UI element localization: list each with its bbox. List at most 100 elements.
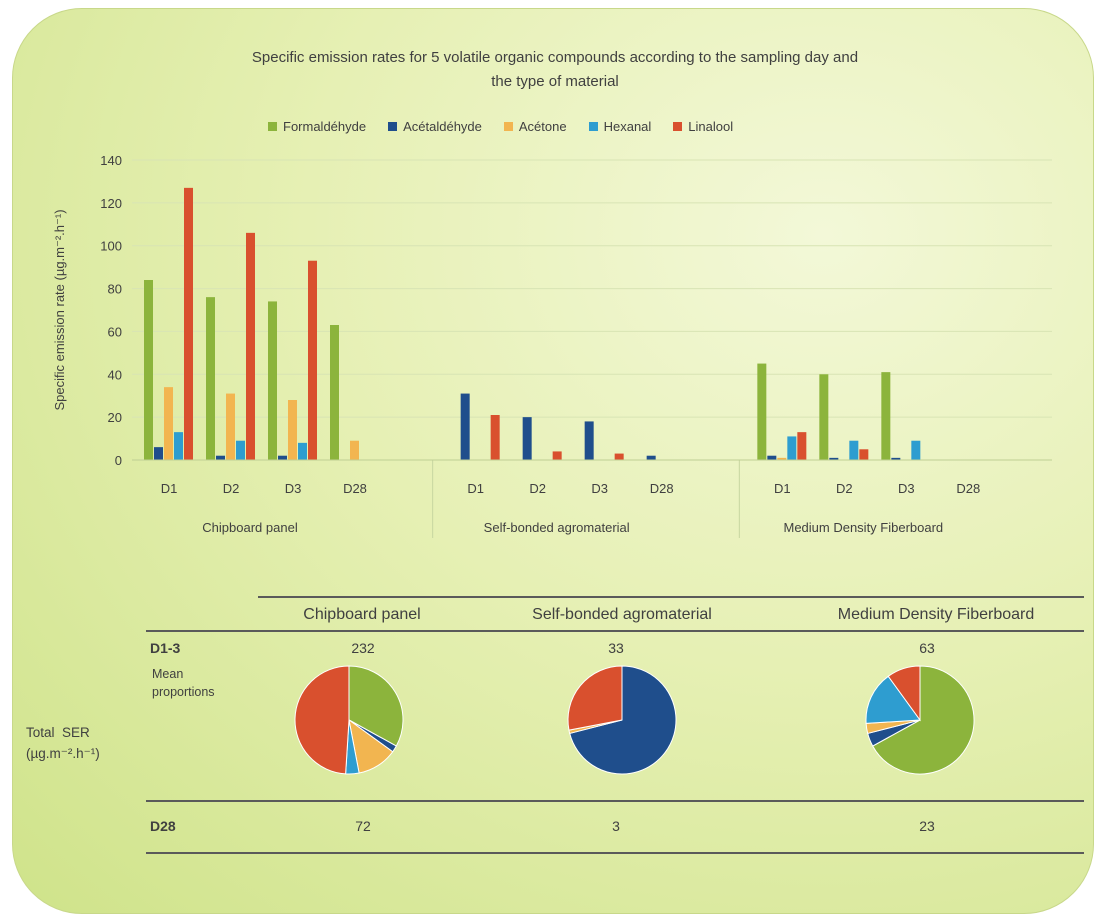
bar (614, 453, 624, 460)
bar (891, 457, 901, 460)
bar (288, 400, 297, 460)
chart-title-line-2: the type of material (491, 73, 619, 90)
bar (460, 393, 470, 460)
chart-title: Specific emission rates for 5 volatile o… (120, 46, 990, 94)
bar-chart: 0 20 40 60 80 100 120 140 Specific emission rate… (52, 153, 1052, 538)
x-tick-label: D2 (529, 481, 546, 496)
bar (552, 451, 562, 460)
y-tick-label: 120 (100, 196, 122, 211)
column-header-mdf: Medium Density Fiberboard (837, 606, 1035, 623)
legend: Formaldéhyde Acétaldéhyde Acétone Hexana… (268, 116, 733, 136)
x-tick-label: D1 (161, 481, 178, 496)
mean-label-line-1: Mean (152, 667, 184, 681)
y-tick-label: 20 (108, 410, 122, 425)
y-tick-label: 100 (100, 239, 122, 254)
row-label-d1-3: D1-3 (150, 640, 181, 656)
y-axis-label: Specific emission rate (µg.m⁻².h⁻¹) (52, 209, 67, 410)
bar (767, 455, 777, 460)
y-tick-label: 140 (100, 153, 122, 168)
pie-slice (567, 665, 623, 731)
legend-label: Hexanal (603, 118, 652, 134)
bar (797, 432, 807, 460)
x-tick-label: D28 (956, 481, 980, 496)
x-tick-label: D2 (223, 481, 240, 496)
bar (881, 372, 891, 460)
pie-slice (569, 665, 677, 775)
bar (859, 449, 869, 460)
bar (829, 457, 839, 460)
total-d1-3-self-bonded: 33 (608, 640, 624, 656)
table-bottom-rule (146, 852, 1084, 854)
bar (154, 447, 163, 460)
mean-label-line-2: proportions (152, 685, 215, 699)
legend-item-acetone: Acétone (503, 116, 567, 136)
legend-label: Acétone (518, 118, 567, 134)
bar (278, 455, 287, 460)
y-tick-label: 0 (115, 453, 122, 468)
group-label: Self-bonded agromaterial (484, 520, 630, 535)
legend-label: Formaldéhyde (283, 118, 367, 134)
bar (308, 260, 317, 460)
bar (174, 432, 183, 460)
mean-proportions-label: Mean proportions (152, 665, 215, 701)
bar (246, 232, 255, 460)
pie-slice (871, 665, 975, 775)
column-header-chipboard: Chipboard panel (303, 606, 421, 623)
legend-swatch (503, 121, 513, 131)
column-header-self-bonded: Self-bonded agromaterial (532, 606, 712, 623)
bar (236, 440, 245, 460)
legend-item-hexanal: Hexanal (588, 116, 652, 136)
y-tick-label: 60 (108, 324, 122, 339)
bar (350, 440, 359, 460)
total-d1-3-mdf: 63 (919, 640, 935, 656)
bar (330, 325, 339, 460)
bar (584, 421, 594, 460)
x-tick-label: D2 (836, 481, 853, 496)
x-tick-label: D1 (774, 481, 791, 496)
row-label-d28: D28 (150, 818, 176, 834)
legend-swatch (673, 121, 683, 131)
total-label-line-2: (µg.m⁻².h⁻¹) (26, 746, 100, 761)
bar (298, 442, 307, 460)
x-tick-label: D1 (467, 481, 484, 496)
bar (144, 280, 153, 460)
bar (184, 187, 193, 460)
pie-slice (865, 675, 921, 724)
group-label: Medium Density Fiberboard (783, 520, 943, 535)
bar (911, 440, 921, 460)
total-d28-chipboard: 72 (355, 818, 371, 834)
bar (646, 455, 656, 460)
y-tick-label: 40 (108, 367, 122, 382)
bar (522, 417, 532, 460)
legend-swatch (388, 121, 398, 131)
pie-slice (348, 665, 404, 747)
bar (216, 455, 225, 460)
bar (757, 363, 767, 460)
legend-item-formaldehyde: Formaldéhyde (268, 116, 366, 136)
bar (849, 440, 859, 460)
total-d1-3-chipboard: 232 (351, 640, 375, 656)
table-mid-rule (146, 800, 1084, 802)
bar (490, 415, 500, 460)
bar (268, 301, 277, 460)
legend-item-acetaldehyde: Acétaldéhyde (388, 116, 482, 136)
group-label: Chipboard panel (202, 520, 298, 535)
bar (777, 457, 787, 460)
bar (206, 297, 215, 460)
x-tick-label: D28 (650, 481, 674, 496)
total-ser-label: Total SER (µg.m⁻².h⁻¹) (26, 722, 100, 764)
table-header-rule (146, 630, 1084, 632)
total-label-line-1: Total SER (26, 725, 90, 740)
legend-label: Acétaldéhyde (403, 118, 482, 134)
pie-slice (294, 665, 350, 775)
bar (226, 393, 235, 460)
y-tick-label: 80 (108, 282, 122, 297)
x-tick-label: D28 (343, 481, 367, 496)
table-top-rule (258, 596, 1084, 598)
bar (787, 436, 797, 460)
total-d28-mdf: 23 (919, 818, 935, 834)
x-tick-label: D3 (285, 481, 302, 496)
chart-title-line-1: Specific emission rates for 5 volatile o… (251, 49, 859, 66)
legend-item-linalool: Linalool (673, 116, 733, 136)
